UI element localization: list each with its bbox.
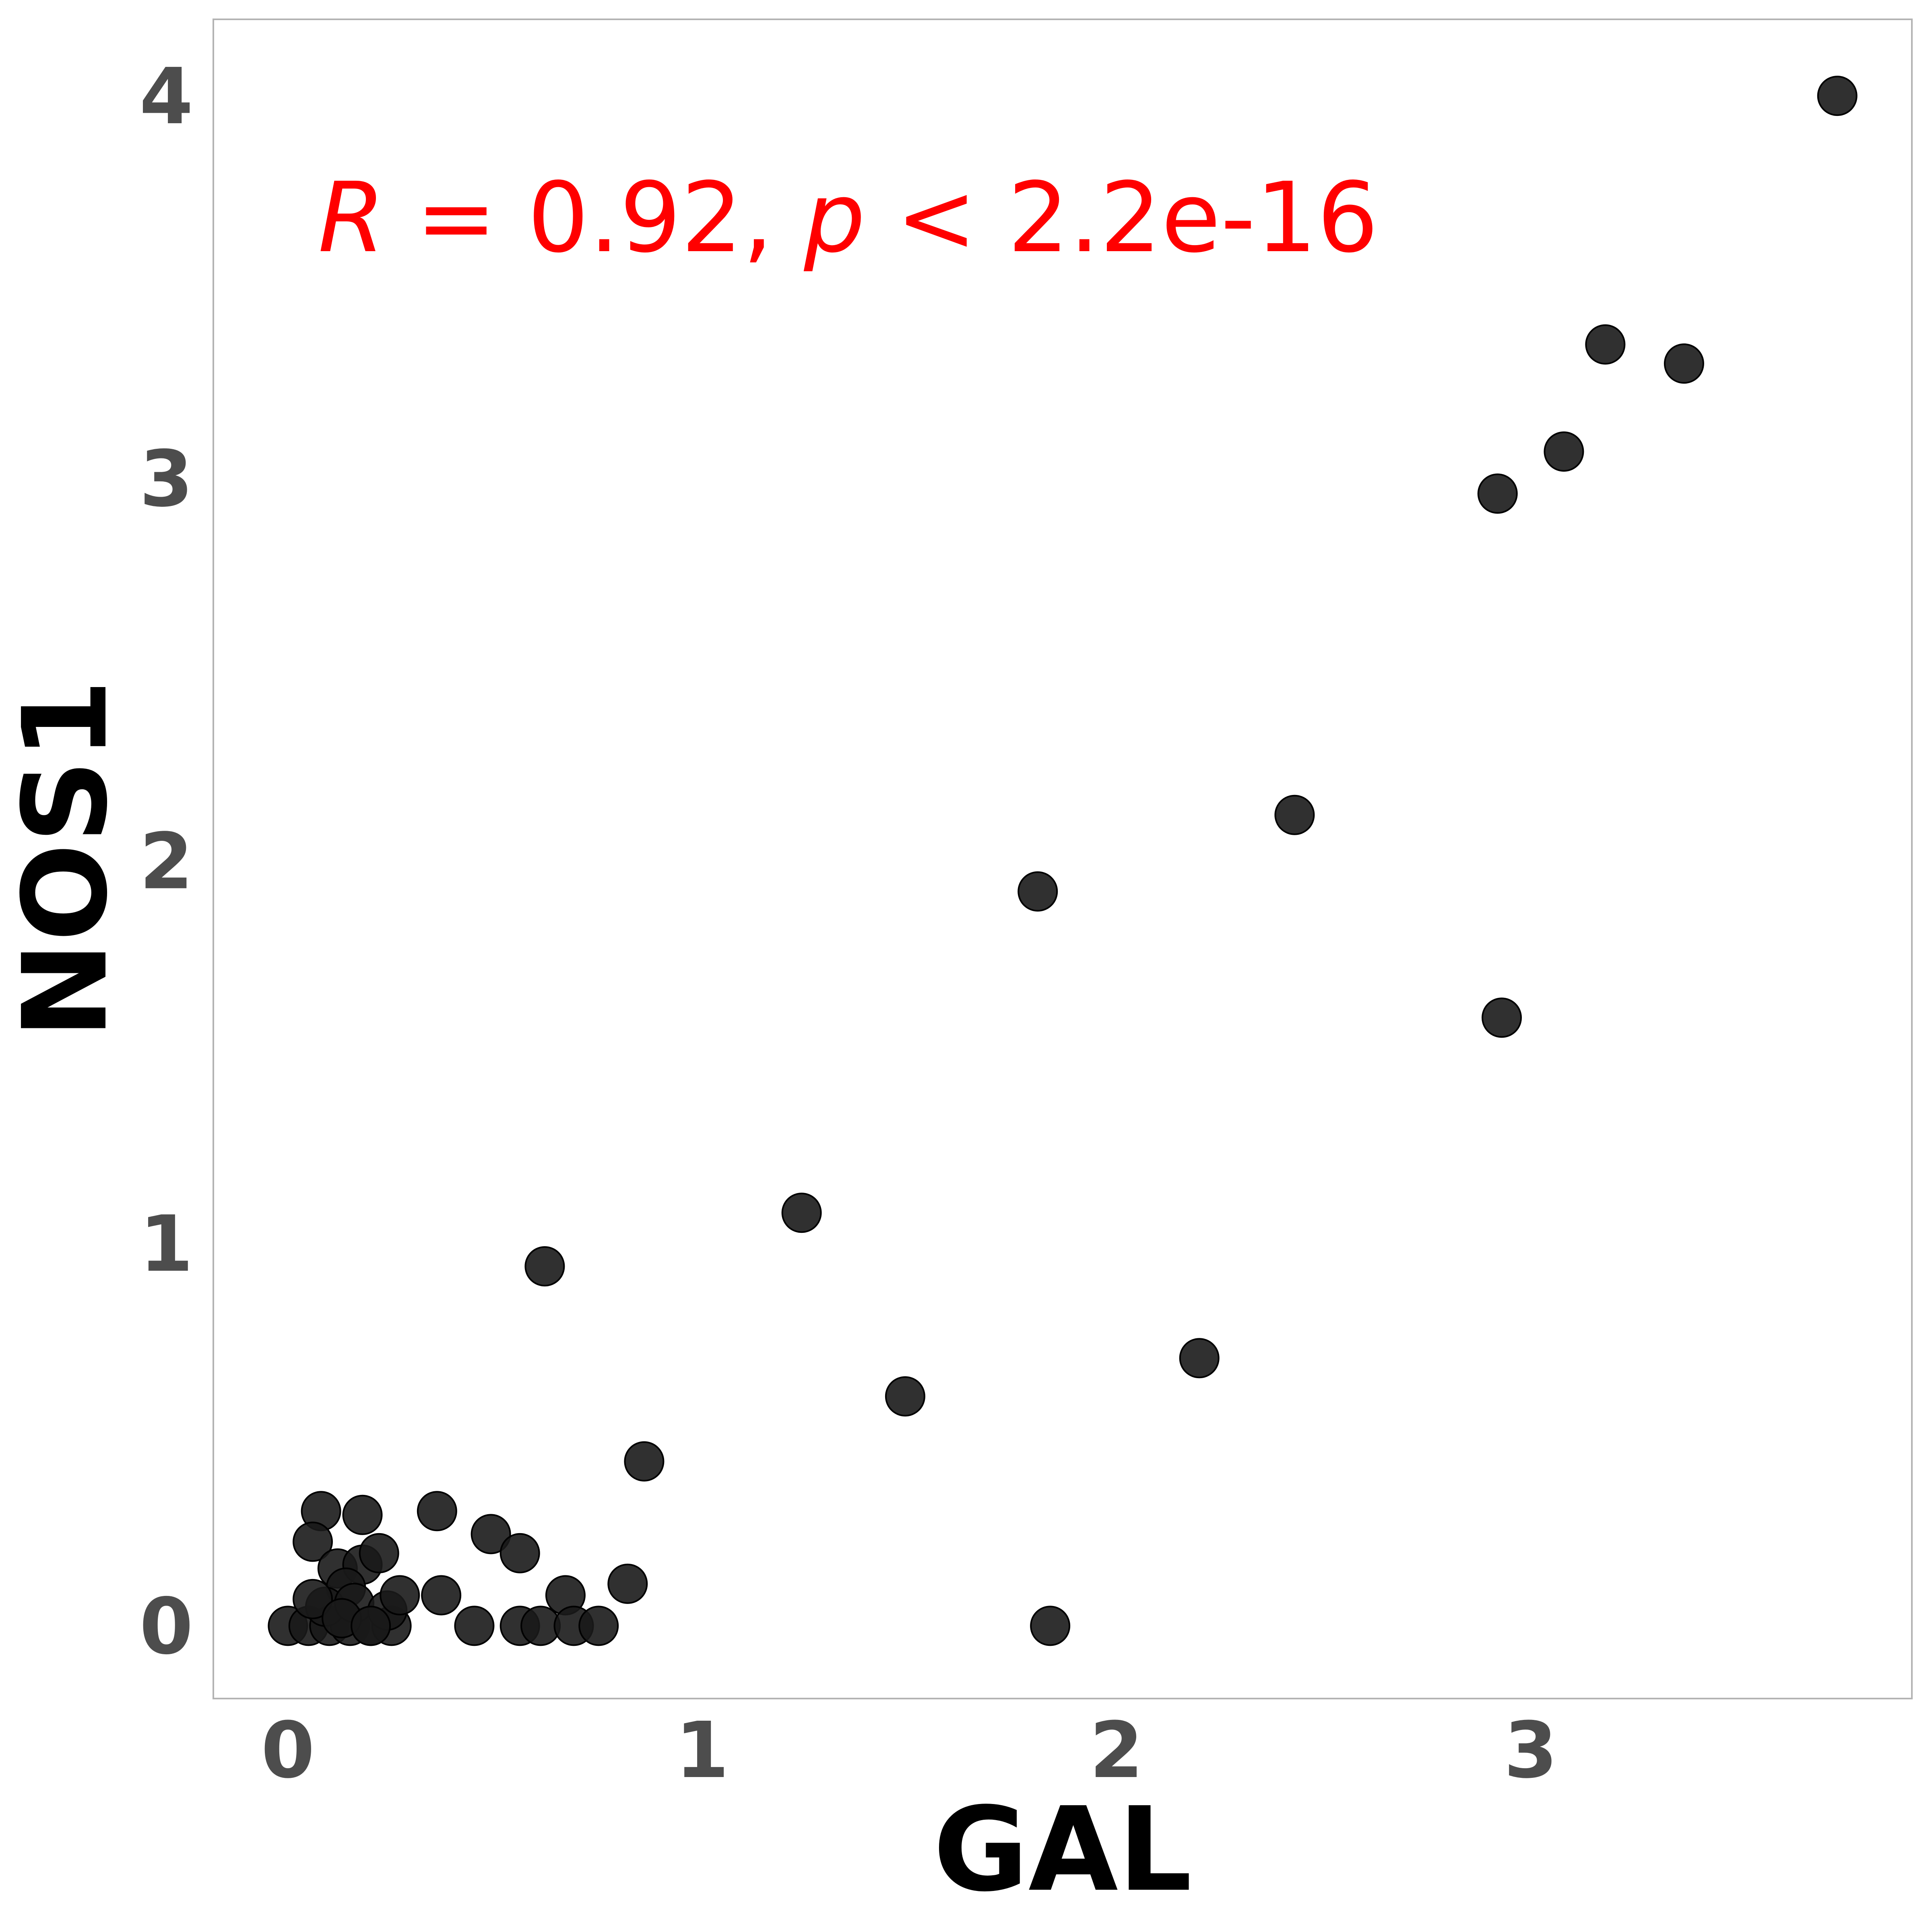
- data-point: [417, 1491, 457, 1532]
- data-point: [1018, 871, 1058, 912]
- data-point: [1585, 324, 1626, 365]
- y-axis-title: NOS1: [0, 679, 133, 1039]
- data-point: [1274, 795, 1315, 835]
- data-point: [1179, 1338, 1220, 1379]
- data-point: [1477, 473, 1518, 514]
- data-point: [454, 1606, 495, 1646]
- data-point: [781, 1193, 822, 1233]
- data-point: [293, 1579, 333, 1619]
- annotation-p-value: < 2.2e-16: [865, 161, 1379, 274]
- x-axis-title: GAL: [933, 1782, 1192, 1917]
- data-point: [1544, 431, 1584, 472]
- x-tick-label: 2: [1090, 1706, 1144, 1796]
- panel-border: [213, 19, 1913, 1699]
- data-point: [885, 1376, 925, 1417]
- annotation-p-symbol: p: [803, 161, 865, 274]
- data-point: [1030, 1606, 1071, 1646]
- x-tick-label: 0: [261, 1706, 315, 1796]
- data-point: [351, 1606, 391, 1646]
- data-point: [380, 1575, 420, 1616]
- data-point: [524, 1246, 565, 1287]
- data-point: [500, 1533, 540, 1573]
- data-point: [471, 1514, 511, 1554]
- y-tick-label: 4: [139, 52, 193, 142]
- y-tick-label: 1: [139, 1199, 193, 1289]
- data-point: [1664, 343, 1704, 384]
- y-tick-label: 3: [139, 434, 193, 524]
- x-tick-label: 1: [675, 1706, 729, 1796]
- y-tick-label: 0: [139, 1582, 193, 1672]
- annotation-r-symbol: R: [318, 161, 385, 274]
- data-point: [421, 1575, 462, 1616]
- data-point: [359, 1533, 399, 1573]
- points-layer: [268, 76, 1858, 1646]
- correlation-annotation: R = 0.92, p < 2.2e-16: [318, 161, 1379, 274]
- data-point: [1817, 76, 1858, 116]
- data-point: [624, 1441, 665, 1482]
- data-point: [293, 1521, 333, 1562]
- y-tick-label: 2: [139, 817, 193, 907]
- data-point: [607, 1563, 648, 1604]
- y-tick-labels: 0 1 2 3 4: [139, 52, 193, 1672]
- x-tick-label: 3: [1504, 1706, 1558, 1796]
- data-point: [578, 1606, 619, 1646]
- data-point: [1482, 997, 1522, 1038]
- x-tick-labels: 0 1 2 3: [261, 1706, 1558, 1796]
- data-point: [342, 1494, 383, 1535]
- annotation-r-value: = 0.92,: [385, 161, 804, 274]
